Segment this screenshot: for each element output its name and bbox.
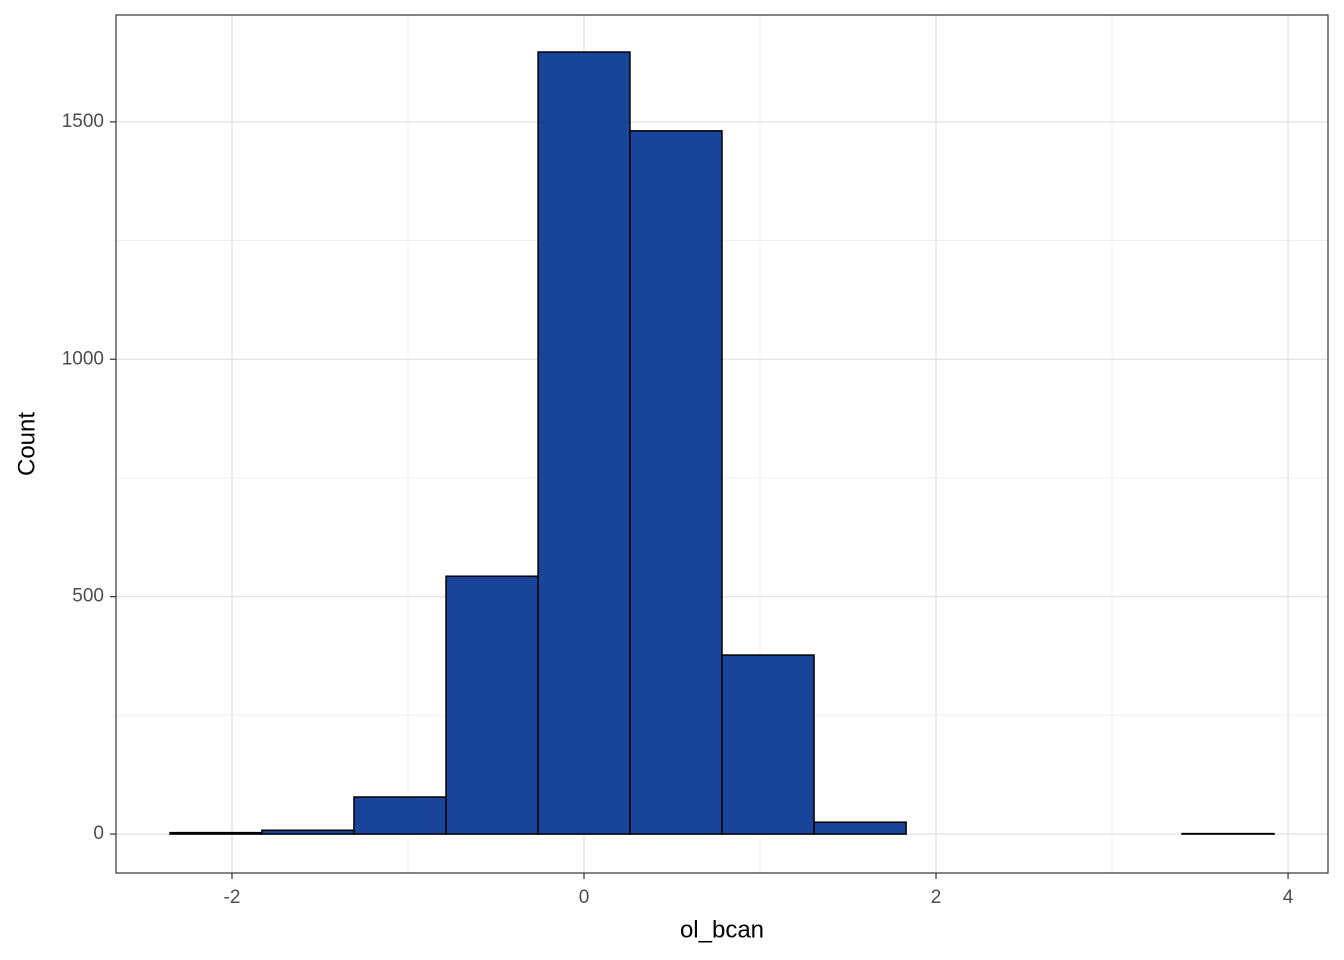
bar: [629, 130, 723, 835]
bar: [169, 831, 263, 835]
bar: [445, 575, 539, 835]
x-tick-label: 2: [931, 887, 942, 908]
y-tick-label: 0: [93, 823, 104, 844]
bar: [353, 796, 447, 835]
x-tick-label: -2: [224, 887, 241, 908]
bar: [537, 51, 631, 835]
bar: [721, 654, 815, 835]
x-tick-label: 0: [579, 887, 590, 908]
y-tick-label: 1000: [62, 348, 104, 369]
x-tick-label: 4: [1283, 887, 1294, 908]
panel-border: [115, 14, 1329, 874]
y-tick-label: 500: [72, 586, 104, 607]
y-tick-label: 1500: [62, 111, 104, 132]
bar: [813, 821, 907, 835]
bar: [261, 829, 355, 835]
x-axis-title: ol_bcan: [680, 916, 764, 943]
y-axis-title: Count: [13, 412, 40, 476]
